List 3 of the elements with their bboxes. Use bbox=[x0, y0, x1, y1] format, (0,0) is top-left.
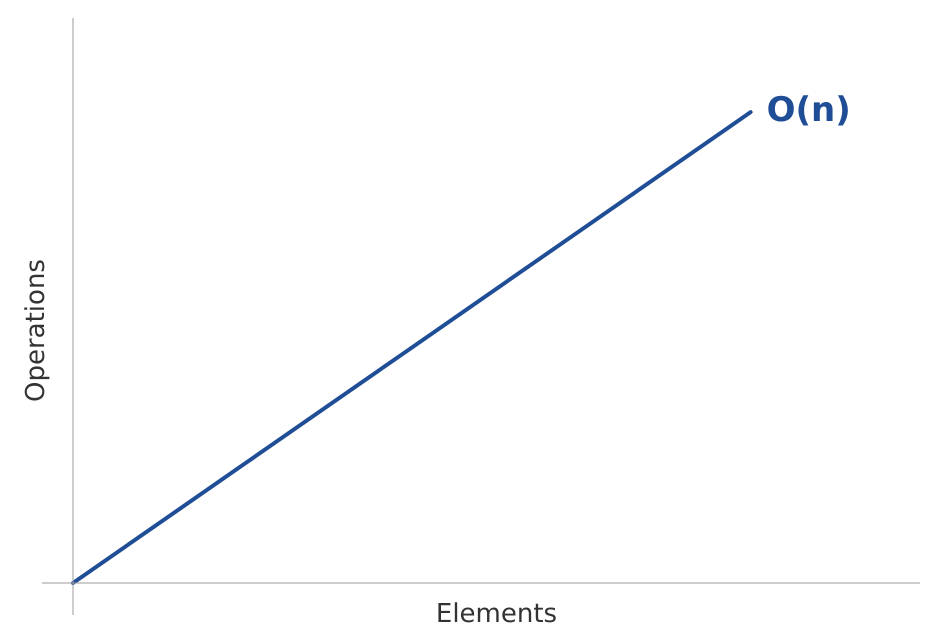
y-axis-title: Operations bbox=[20, 259, 51, 402]
series-label: O(n) bbox=[766, 90, 851, 130]
x-axis-title: Elements bbox=[436, 598, 558, 629]
